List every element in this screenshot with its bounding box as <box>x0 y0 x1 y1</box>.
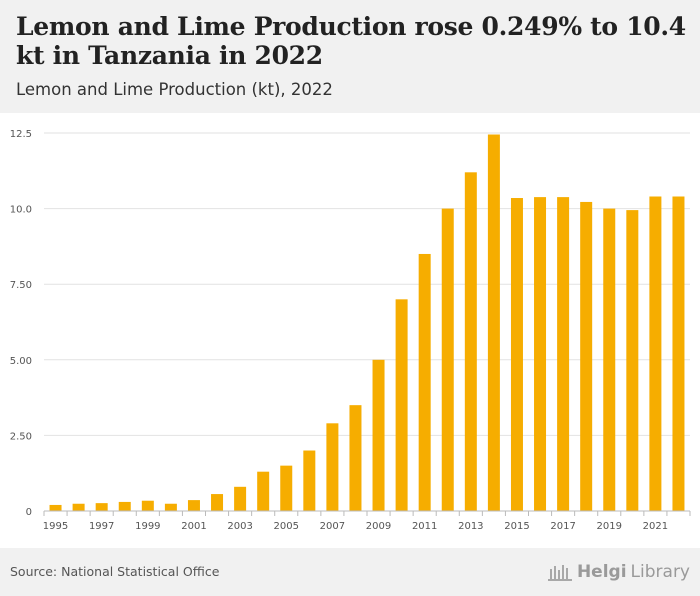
page-title: Lemon and Lime Production rose 0.249% to… <box>16 12 686 70</box>
bar-2015 <box>510 198 523 511</box>
x-tick-label: 2011 <box>412 521 437 532</box>
bar-2018 <box>580 201 593 511</box>
helgi-library-logo: Helgi Library <box>547 560 690 584</box>
bar-2014 <box>487 134 500 511</box>
y-axis-labels: 0 2.50 5.00 7.50 10.0 12.5 <box>10 129 32 518</box>
bar-2010 <box>395 299 408 511</box>
bar-2003 <box>234 486 247 511</box>
y-tick-label: 10.0 <box>10 205 32 216</box>
bar-chart: 0 2.50 5.00 7.50 10.0 12.5 1995 1997 1999 2001 20… <box>10 129 691 532</box>
library-icon <box>547 565 572 581</box>
x-tick-label: 1995 <box>43 521 68 532</box>
header: Lemon and Lime Production rose 0.249% to… <box>0 0 700 113</box>
logo-text-main: Helgi <box>576 562 627 582</box>
x-tick-label: 2003 <box>227 521 252 532</box>
x-tick-label: 2021 <box>643 521 668 532</box>
y-tick-label: 5.00 <box>10 356 32 367</box>
bar-2012 <box>441 208 454 511</box>
chart-subtitle: Lemon and Lime Production (kt), 2022 <box>16 80 333 99</box>
y-tick-label: 12.5 <box>10 129 32 140</box>
x-tick-label: 2001 <box>181 521 206 532</box>
y-tick-label: 7.50 <box>10 280 32 291</box>
x-axis: 1995 1997 1999 2001 2003 2005 2007 2009 2011 2013… <box>43 510 691 532</box>
bar-2016 <box>534 197 547 511</box>
bar-2004 <box>257 471 270 511</box>
bar-2008 <box>349 405 362 511</box>
x-tick-label: 2013 <box>458 521 483 532</box>
bars <box>49 134 685 511</box>
bar-1997 <box>95 503 108 511</box>
bar-2020 <box>626 210 639 511</box>
bar-1996 <box>72 503 85 511</box>
bar-2002 <box>211 494 224 511</box>
x-tick-label: 2017 <box>550 521 575 532</box>
bar-2013 <box>464 172 477 511</box>
x-tick-label: 1999 <box>135 521 160 532</box>
bar-2006 <box>303 450 316 511</box>
bar-1995 <box>49 504 62 511</box>
bar-2000 <box>164 503 177 511</box>
bar-2005 <box>280 465 293 511</box>
bar-1998 <box>118 501 131 511</box>
logo-text-sub: Library <box>630 562 690 582</box>
footer: Source: National Statistical Office Helg… <box>0 548 700 596</box>
x-tick-label: 2007 <box>320 521 345 532</box>
bar-2017 <box>557 197 570 511</box>
bar-2022 <box>672 196 685 511</box>
grid-lines <box>44 132 690 436</box>
x-tick-label: 2019 <box>597 521 622 532</box>
x-tick-label: 2015 <box>504 521 529 532</box>
x-tick-label: 2009 <box>366 521 391 532</box>
source-note: Source: National Statistical Office <box>10 564 220 579</box>
bar-2001 <box>187 500 200 511</box>
y-tick-label: 0 <box>26 507 32 518</box>
x-tick-label: 2005 <box>274 521 299 532</box>
bar-1999 <box>141 500 154 511</box>
y-tick-label: 2.50 <box>10 431 32 442</box>
bar-2007 <box>326 423 339 511</box>
bar-2019 <box>603 208 616 511</box>
bar-2009 <box>372 359 385 511</box>
bar-2021 <box>649 196 662 511</box>
x-tick-label: 1997 <box>89 521 114 532</box>
bar-2011 <box>418 253 431 511</box>
